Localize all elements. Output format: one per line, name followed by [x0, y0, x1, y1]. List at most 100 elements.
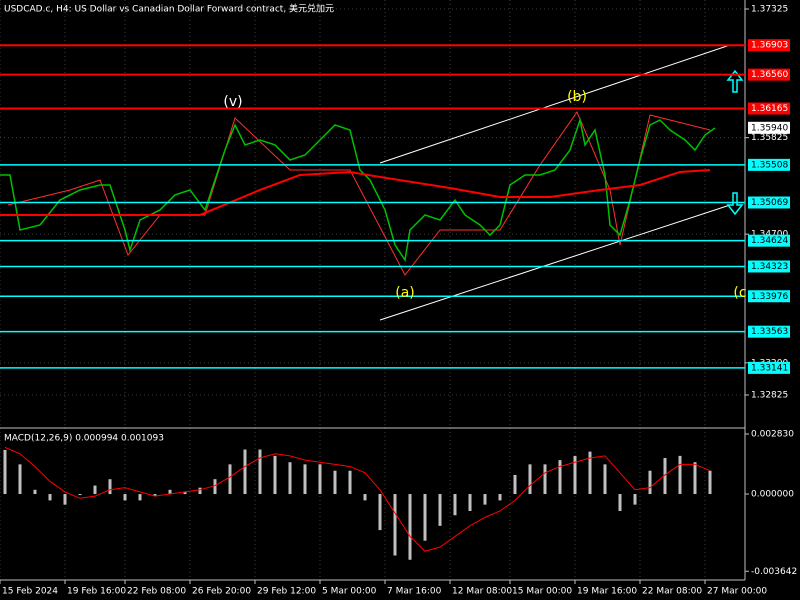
x-tick-label: 19 Mar 16:00	[577, 587, 637, 597]
series-line	[0, 117, 716, 262]
histogram-bar	[183, 491, 187, 495]
histogram-bar	[558, 460, 562, 495]
histogram-bar	[468, 494, 472, 511]
histogram-bar	[528, 464, 532, 495]
histogram-bar	[408, 494, 412, 560]
histogram-bar	[633, 494, 637, 505]
histogram-bar	[63, 494, 67, 505]
wave-lines	[7, 110, 711, 276]
level-label: 1.33563	[751, 327, 788, 337]
level-tag	[748, 39, 790, 52]
y-tick-label: 1.32825	[751, 390, 788, 400]
price-tag	[748, 121, 790, 134]
x-tick-label: 22 Mar 08:00	[642, 587, 702, 597]
x-tick-label: 26 Feb 20:00	[192, 587, 251, 597]
x-tick-label: 7 Mar 16:00	[387, 587, 442, 597]
level-label: 1.33141	[751, 363, 788, 373]
histogram-bar	[288, 462, 292, 495]
histogram-bar	[348, 470, 352, 495]
histogram-bar	[648, 470, 652, 495]
level-label: 1.36560	[751, 70, 788, 80]
histogram-bar	[78, 494, 82, 496]
histogram-bar	[393, 494, 397, 556]
wave-label: (c	[733, 285, 746, 301]
wave-label: (v)	[223, 94, 242, 110]
level-tag	[748, 196, 790, 209]
histogram-bar	[618, 494, 622, 511]
level-label: 1.35069	[751, 198, 788, 208]
macd-title: MACD(12,26,9) 0.000994 0.001093	[4, 434, 164, 444]
histogram-bar	[423, 494, 427, 541]
histogram-bar	[318, 464, 322, 495]
level-label: 1.34323	[751, 262, 788, 272]
series-line	[4, 446, 711, 552]
y-tick-label: 0.000000	[751, 490, 794, 500]
histogram-bar	[138, 494, 142, 501]
histogram-bar	[93, 485, 97, 495]
level-label: 1.34624	[751, 236, 788, 246]
chart-title: USDCAD.c, H4: US Dollar vs Canadian Doll…	[4, 3, 334, 15]
histogram-bar	[108, 479, 112, 495]
x-tick-label: 27 Mar 00:00	[707, 587, 767, 597]
histogram-bar	[3, 449, 7, 495]
histogram-bar	[153, 494, 157, 497]
grid	[0, 0, 745, 578]
level-tag	[748, 158, 790, 171]
level-tag	[748, 260, 790, 273]
wave-label: (b)	[567, 89, 587, 105]
y-tick-label: 1.34700	[751, 230, 788, 240]
level-tag	[748, 290, 790, 303]
histogram-bar	[198, 487, 202, 495]
y-tick-label: -0.003642	[751, 567, 797, 577]
histogram-bar	[33, 489, 37, 495]
level-tag	[748, 325, 790, 338]
drawing-objects	[7, 44, 744, 321]
y-tick-label: 1.37325	[751, 5, 788, 15]
arrow-down	[726, 192, 744, 216]
histogram-bar	[258, 449, 262, 495]
level-label: 1.33976	[751, 292, 788, 302]
histogram-bar	[693, 462, 697, 495]
histogram-bar	[483, 494, 487, 505]
histogram-bar	[363, 494, 367, 501]
channel-upper	[379, 44, 731, 164]
y-tick-label: 0.002830	[751, 430, 794, 440]
histogram-bar	[273, 455, 277, 495]
histogram-bar	[243, 449, 247, 495]
level-tag	[748, 234, 790, 247]
x-tick-label: 19 Feb 16:00	[67, 587, 126, 597]
histogram-bar	[333, 470, 337, 495]
histogram-bar	[543, 464, 547, 495]
histogram-bar	[228, 464, 232, 495]
histogram-bar	[603, 464, 607, 495]
histogram-bar	[48, 494, 52, 501]
x-tick-label: 15 Mar 00:00	[512, 587, 572, 597]
histogram-bar	[708, 470, 712, 495]
histogram-bar	[378, 494, 382, 531]
x-tick-label: 5 Mar 00:00	[322, 587, 377, 597]
histogram-bar	[573, 455, 577, 495]
histogram-bar	[678, 455, 682, 495]
level-tag	[748, 361, 790, 374]
histogram-bar	[213, 479, 217, 495]
x-tick-label: 29 Feb 12:00	[257, 587, 316, 597]
marks	[0, 117, 716, 560]
histogram-bar	[123, 494, 127, 501]
x-tick-label: 22 Feb 08:00	[127, 587, 186, 597]
price-label: 1.35940	[751, 123, 788, 133]
level-label: 1.36165	[751, 104, 788, 114]
level-tag	[748, 68, 790, 81]
histogram-bar	[663, 457, 667, 495]
channel-lower	[379, 204, 731, 321]
series-line	[0, 169, 711, 216]
histogram-bar	[513, 474, 517, 495]
level-label: 1.36903	[751, 41, 788, 51]
histogram-bar	[453, 494, 457, 516]
x-tick-label: 15 Feb 2024	[2, 587, 58, 597]
histogram-bar	[168, 489, 172, 495]
level-label: 1.35508	[751, 160, 788, 170]
level-tag	[748, 102, 790, 115]
